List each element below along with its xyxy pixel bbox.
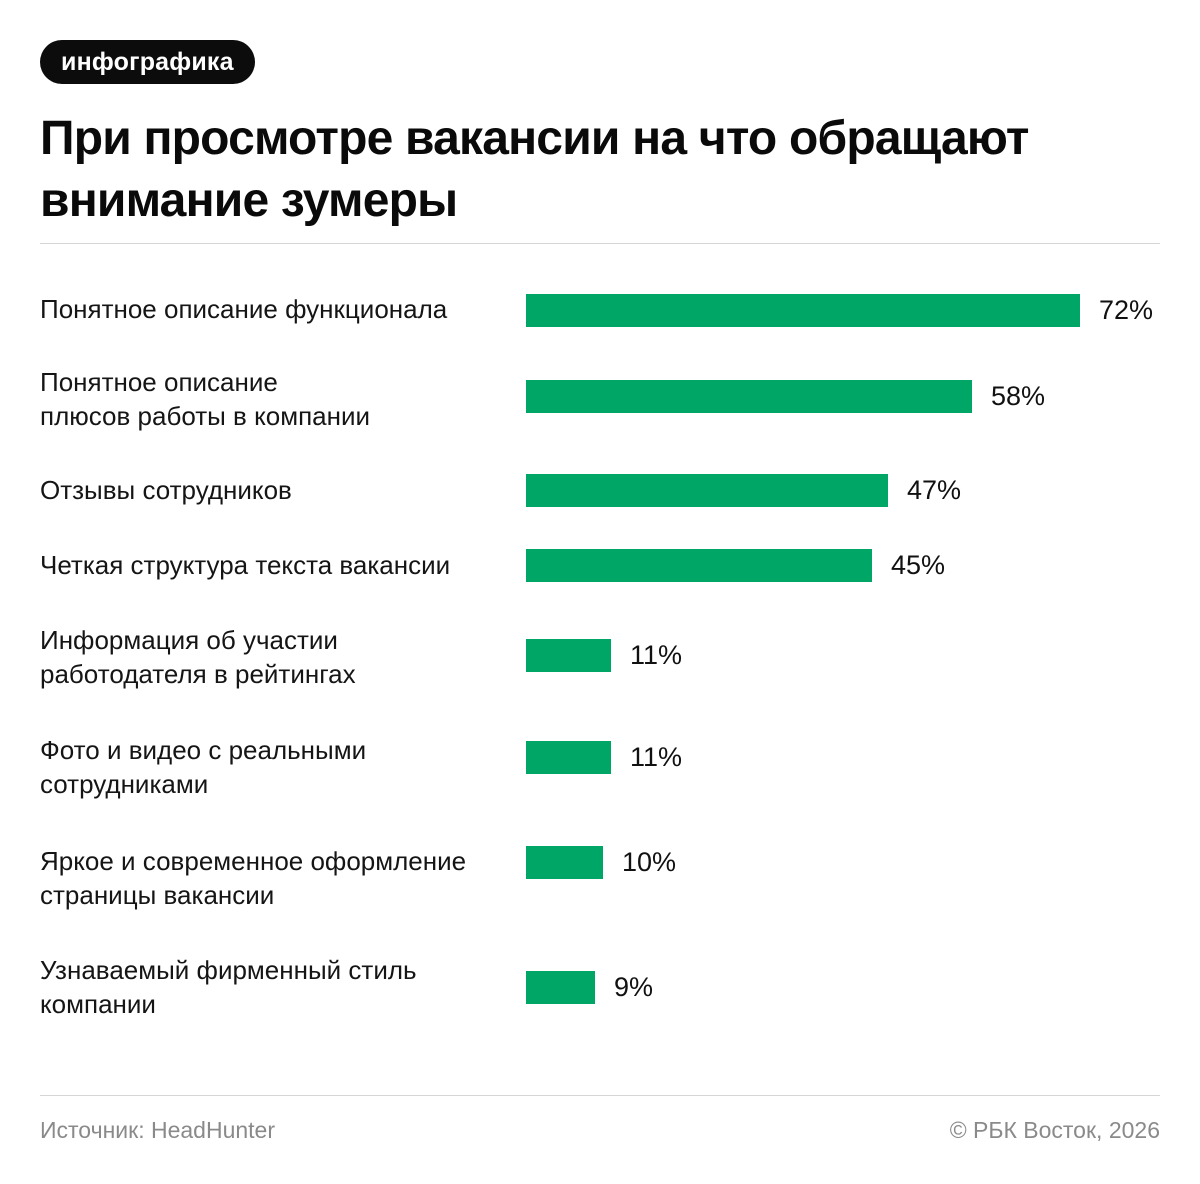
category-label: Понятное описание функционала	[40, 294, 448, 324]
value-label: 10%	[622, 847, 677, 877]
category-label: Фото и видео с реальными сотрудниками	[40, 735, 367, 799]
bar	[526, 473, 888, 507]
value-label: 9%	[614, 972, 654, 1002]
copyright-note: © РБК Восток, 2026	[949, 1117, 1160, 1143]
category-label: Отзывы сотрудников	[40, 475, 292, 505]
value-label: 72%	[1099, 295, 1154, 325]
bar	[526, 845, 603, 879]
category-label: Узнаваемый фирменный стиль компании	[40, 955, 417, 1019]
bar	[526, 548, 872, 582]
value-label: 11%	[630, 742, 683, 772]
value-label: 11%	[630, 640, 683, 670]
bar	[526, 293, 1080, 327]
category-label: Информация об участии работодателя в рей…	[40, 625, 356, 689]
category-label: Понятное описание плюсов работы в компан…	[40, 367, 371, 431]
value-label: 47%	[907, 475, 962, 505]
bar	[526, 740, 611, 774]
infographic-badge: инфографика	[40, 40, 255, 84]
source-note: Источник: HeadHunter	[40, 1117, 275, 1143]
bar	[526, 638, 611, 672]
bar	[526, 379, 972, 413]
chart-title: При просмотре вакансии на что обращают в…	[40, 112, 1029, 227]
value-label: 58%	[991, 381, 1046, 411]
value-label: 45%	[891, 550, 946, 580]
category-label: Четкая структура текста вакансии	[40, 550, 451, 580]
top-divider	[40, 243, 1160, 244]
bar	[526, 970, 595, 1004]
category-label: Яркое и современное оформление страницы …	[40, 846, 467, 910]
bottom-divider	[40, 1095, 1160, 1096]
